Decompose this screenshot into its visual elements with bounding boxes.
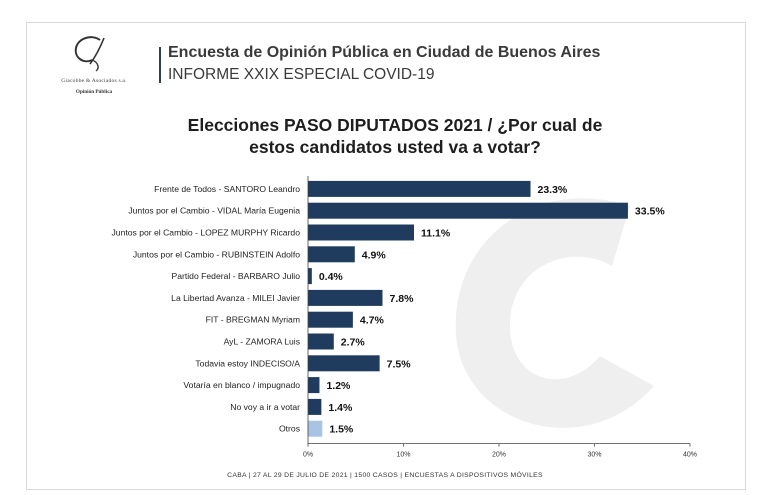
firm-logo-mark-icon — [74, 36, 105, 72]
data-label: 0.4% — [319, 271, 344, 283]
category-label: FIT - BREGMAN Myriam — [206, 315, 300, 325]
category-label: Partido Federal - BARBARO Julio — [172, 271, 301, 281]
firm-subtitle: Opinión Pública — [75, 89, 113, 95]
chart-title-line2: estos candidatos usted va a votar? — [249, 137, 541, 157]
bar — [308, 333, 334, 350]
bar — [308, 420, 323, 437]
chart-title-line1: Elecciones PASO DIPUTADOS 2021 / ¿Por cu… — [187, 115, 603, 135]
data-label: 1.2% — [326, 380, 351, 392]
watermark-logo — [455, 198, 654, 428]
category-label: Frente de Todos - SANTORO Leandro — [154, 184, 300, 194]
bar — [308, 246, 355, 263]
category-label: Juntos por el Cambio - VIDAL María Eugen… — [128, 206, 300, 216]
bar — [308, 311, 353, 328]
firm-logo: Giacobbe & Asociados s.a. Opinión Públic… — [44, 34, 144, 100]
report-subtitle: INFORME XXIX ESPECIAL COVID-19 — [168, 66, 435, 83]
chart-title: Elecciones PASO DIPUTADOS 2021 / ¿Por cu… — [140, 114, 650, 158]
data-label: 2.7% — [341, 337, 366, 349]
header-divider — [159, 47, 161, 83]
data-label: 1.5% — [329, 424, 354, 436]
firm-name: Giacobbe & Asociados s.a. — [61, 78, 127, 84]
footer-note: CABA | 27 AL 29 DE JULIO DE 2021 | 1500 … — [227, 472, 543, 479]
x-tick-label: 30% — [587, 452, 601, 459]
category-label: AyL - ZAMORA Luis — [224, 337, 300, 347]
x-tick-label: 0% — [303, 452, 313, 459]
data-label: 33.5% — [635, 206, 665, 218]
bar — [308, 398, 322, 415]
data-label: 1.4% — [328, 402, 353, 414]
data-label: 23.3% — [538, 184, 568, 196]
bar — [308, 224, 415, 241]
category-label: Juntos por el Cambio - LOPEZ MURPHY Rica… — [112, 228, 301, 238]
report-title: Encuesta de Opinión Pública en Ciudad de… — [168, 44, 601, 61]
category-label: Todavia estoy INDECISO/A — [195, 358, 300, 368]
bar — [308, 377, 320, 394]
data-label: 11.1% — [421, 228, 451, 240]
category-label: Otros — [279, 424, 300, 434]
bar — [308, 180, 531, 197]
data-label: 4.9% — [362, 249, 387, 261]
data-label: 4.7% — [360, 315, 385, 327]
category-label: Juntos por el Cambio - RUBINSTEIN Adolfo — [133, 249, 300, 259]
data-label: 7.8% — [389, 293, 414, 305]
report-frame — [26, 22, 746, 490]
category-label: Votaría en blanco / impugnado — [183, 380, 300, 390]
bar — [308, 268, 312, 285]
bar — [308, 355, 380, 372]
data-label: 7.5% — [387, 358, 412, 370]
x-tick-label: 10% — [396, 452, 410, 459]
x-tick-label: 40% — [683, 452, 697, 459]
category-label: No voy a ir a votar — [230, 402, 300, 412]
bar — [308, 202, 628, 219]
x-tick-label: 20% — [492, 452, 506, 459]
category-label: La Libertad Avanza - MILEI Javier — [171, 293, 300, 303]
bar — [308, 289, 383, 306]
